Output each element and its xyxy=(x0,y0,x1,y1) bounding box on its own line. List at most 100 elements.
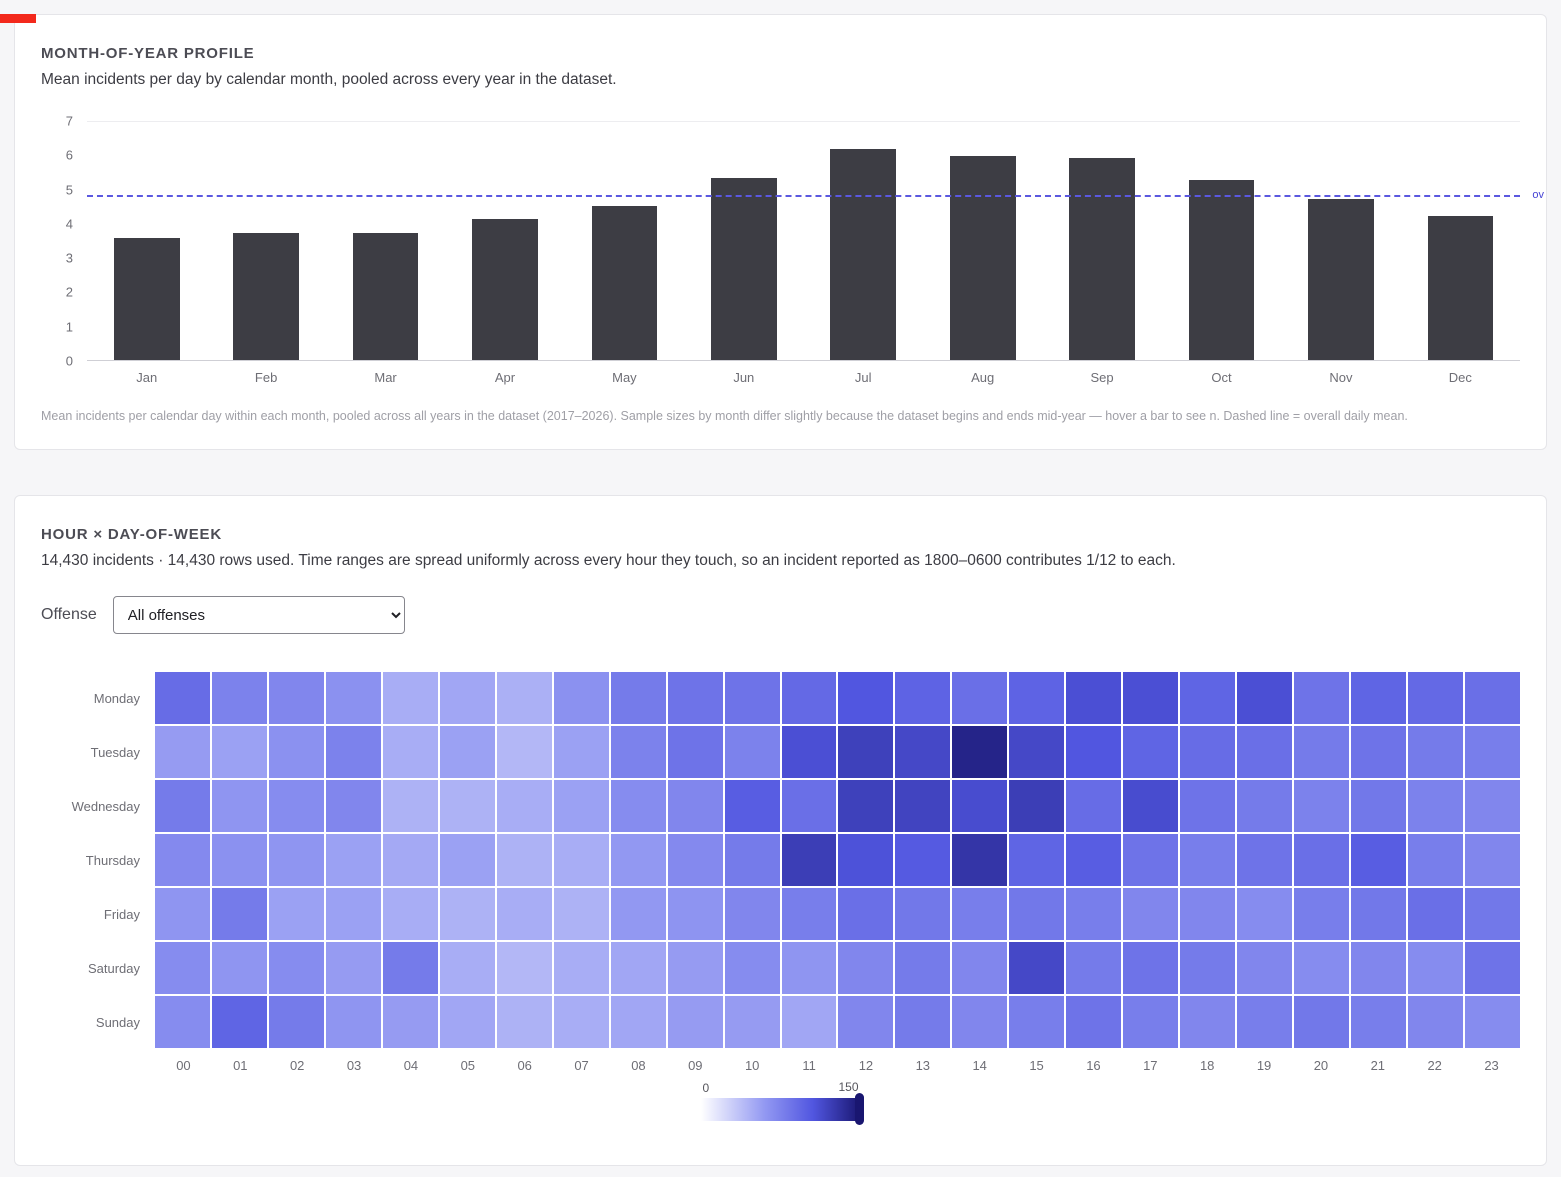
heatmap-cell[interactable] xyxy=(382,780,438,832)
heatmap-cell[interactable] xyxy=(1294,726,1350,778)
heatmap-cell[interactable] xyxy=(211,942,267,994)
heatmap-cell[interactable] xyxy=(1408,834,1464,886)
heatmap-cell[interactable] xyxy=(268,726,324,778)
month-bar-apr[interactable] xyxy=(472,218,538,360)
heatmap-cell[interactable] xyxy=(1465,834,1520,886)
heatmap-cell[interactable] xyxy=(325,834,381,886)
heatmap-cell[interactable] xyxy=(1351,996,1407,1048)
heatmap-cell[interactable] xyxy=(1123,672,1179,724)
heatmap-cell[interactable] xyxy=(1237,672,1293,724)
heatmap-cell[interactable] xyxy=(155,834,210,886)
heatmap-cell[interactable] xyxy=(1351,942,1407,994)
heatmap-cell[interactable] xyxy=(1237,780,1293,832)
heatmap-cell[interactable] xyxy=(781,942,837,994)
heatmap-cell[interactable] xyxy=(781,726,837,778)
heatmap-cell[interactable] xyxy=(724,726,780,778)
heatmap-cell[interactable] xyxy=(553,942,609,994)
heatmap-cell[interactable] xyxy=(1066,726,1122,778)
color-scale-gradient[interactable] xyxy=(700,1098,861,1121)
heatmap-cell[interactable] xyxy=(325,726,381,778)
heatmap-cell[interactable] xyxy=(1465,672,1520,724)
heatmap-cell[interactable] xyxy=(268,996,324,1048)
heatmap-cell[interactable] xyxy=(1408,942,1464,994)
heatmap-cell[interactable] xyxy=(952,672,1008,724)
heatmap-cell[interactable] xyxy=(211,996,267,1048)
heatmap-cell[interactable] xyxy=(155,726,210,778)
heatmap-cell[interactable] xyxy=(211,726,267,778)
heatmap-cell[interactable] xyxy=(439,672,495,724)
heatmap-cell[interactable] xyxy=(1180,996,1236,1048)
heatmap-cell[interactable] xyxy=(1123,942,1179,994)
heatmap-cell[interactable] xyxy=(1408,888,1464,940)
heatmap-cell[interactable] xyxy=(1009,672,1065,724)
heatmap-cell[interactable] xyxy=(1408,780,1464,832)
heatmap-cell[interactable] xyxy=(155,780,210,832)
heatmap-cell[interactable] xyxy=(496,888,552,940)
heatmap-cell[interactable] xyxy=(781,834,837,886)
heatmap-cell[interactable] xyxy=(1294,888,1350,940)
heatmap-cell[interactable] xyxy=(838,726,894,778)
heatmap-cell[interactable] xyxy=(1180,942,1236,994)
heatmap-cell[interactable] xyxy=(211,780,267,832)
heatmap-cell[interactable] xyxy=(1408,996,1464,1048)
heatmap-cell[interactable] xyxy=(1465,726,1520,778)
heatmap-cell[interactable] xyxy=(1294,996,1350,1048)
heatmap-cell[interactable] xyxy=(553,888,609,940)
heatmap-cell[interactable] xyxy=(496,834,552,886)
heatmap-cell[interactable] xyxy=(1465,996,1520,1048)
heatmap-cell[interactable] xyxy=(1237,888,1293,940)
heatmap-cell[interactable] xyxy=(439,726,495,778)
heatmap-cell[interactable] xyxy=(838,780,894,832)
heatmap-cell[interactable] xyxy=(1009,888,1065,940)
heatmap-cell[interactable] xyxy=(667,996,723,1048)
heatmap-cell[interactable] xyxy=(667,942,723,994)
heatmap-cell[interactable] xyxy=(1123,834,1179,886)
heatmap-cell[interactable] xyxy=(952,996,1008,1048)
heatmap-cell[interactable] xyxy=(895,672,951,724)
heatmap-cell[interactable] xyxy=(1351,672,1407,724)
heatmap-cell[interactable] xyxy=(667,834,723,886)
month-bar-jan[interactable] xyxy=(113,238,180,360)
heatmap-cell[interactable] xyxy=(439,888,495,940)
heatmap-cell[interactable] xyxy=(496,942,552,994)
month-bar-jul[interactable] xyxy=(830,149,897,360)
heatmap-cell[interactable] xyxy=(496,672,552,724)
heatmap-cell[interactable] xyxy=(667,726,723,778)
heatmap-cell[interactable] xyxy=(268,672,324,724)
heatmap-cell[interactable] xyxy=(439,834,495,886)
month-bar-dec[interactable] xyxy=(1427,215,1494,360)
heatmap-cell[interactable] xyxy=(724,942,780,994)
heatmap-cell[interactable] xyxy=(382,834,438,886)
heatmap-cell[interactable] xyxy=(496,726,552,778)
heatmap-cell[interactable] xyxy=(1408,726,1464,778)
heatmap-cell[interactable] xyxy=(724,888,780,940)
heatmap-cell[interactable] xyxy=(1351,888,1407,940)
heatmap-cell[interactable] xyxy=(155,942,210,994)
heatmap-cell[interactable] xyxy=(895,726,951,778)
heatmap-cell[interactable] xyxy=(610,780,666,832)
heatmap-cell[interactable] xyxy=(553,834,609,886)
heatmap-cell[interactable] xyxy=(724,780,780,832)
heatmap-cell[interactable] xyxy=(610,942,666,994)
heatmap-cell[interactable] xyxy=(1123,726,1179,778)
heatmap-cell[interactable] xyxy=(439,942,495,994)
heatmap-cell[interactable] xyxy=(838,942,894,994)
heatmap-cell[interactable] xyxy=(724,834,780,886)
heatmap-cell[interactable] xyxy=(1237,834,1293,886)
heatmap-cell[interactable] xyxy=(553,726,609,778)
month-bar-aug[interactable] xyxy=(949,155,1016,360)
heatmap-cell[interactable] xyxy=(952,780,1008,832)
heatmap-cell[interactable] xyxy=(268,888,324,940)
heatmap-cell[interactable] xyxy=(211,672,267,724)
heatmap-cell[interactable] xyxy=(1294,780,1350,832)
heatmap-cell[interactable] xyxy=(1180,888,1236,940)
heatmap-cell[interactable] xyxy=(1180,672,1236,724)
heatmap-cell[interactable] xyxy=(610,996,666,1048)
heatmap-cell[interactable] xyxy=(781,996,837,1048)
offense-select[interactable]: All offenses xyxy=(112,596,405,634)
heatmap-cell[interactable] xyxy=(667,888,723,940)
heatmap-cell[interactable] xyxy=(781,780,837,832)
heatmap-cell[interactable] xyxy=(1009,780,1065,832)
heatmap-cell[interactable] xyxy=(1180,780,1236,832)
heatmap-cell[interactable] xyxy=(838,996,894,1048)
